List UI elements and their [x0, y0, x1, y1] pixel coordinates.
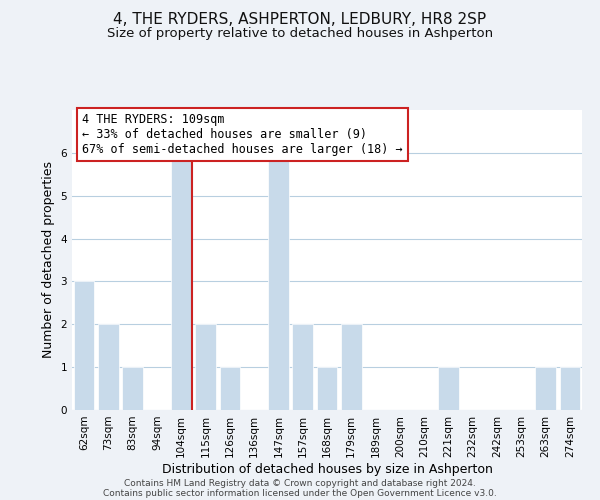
Bar	[171, 153, 191, 410]
Text: Contains public sector information licensed under the Open Government Licence v3: Contains public sector information licen…	[103, 488, 497, 498]
Bar	[560, 367, 580, 410]
Bar	[195, 324, 216, 410]
Text: 4, THE RYDERS, ASHPERTON, LEDBURY, HR8 2SP: 4, THE RYDERS, ASHPERTON, LEDBURY, HR8 2…	[113, 12, 487, 28]
Text: Contains HM Land Registry data © Crown copyright and database right 2024.: Contains HM Land Registry data © Crown c…	[124, 478, 476, 488]
Y-axis label: Number of detached properties: Number of detached properties	[42, 162, 55, 358]
X-axis label: Distribution of detached houses by size in Ashperton: Distribution of detached houses by size …	[161, 462, 493, 475]
Bar	[292, 324, 313, 410]
Bar	[98, 324, 119, 410]
Bar	[122, 367, 143, 410]
Bar	[220, 367, 240, 410]
Bar	[438, 367, 459, 410]
Bar	[341, 324, 362, 410]
Bar	[268, 153, 289, 410]
Bar	[74, 282, 94, 410]
Text: 4 THE RYDERS: 109sqm
← 33% of detached houses are smaller (9)
67% of semi-detach: 4 THE RYDERS: 109sqm ← 33% of detached h…	[82, 113, 403, 156]
Bar	[317, 367, 337, 410]
Bar	[535, 367, 556, 410]
Text: Size of property relative to detached houses in Ashperton: Size of property relative to detached ho…	[107, 28, 493, 40]
